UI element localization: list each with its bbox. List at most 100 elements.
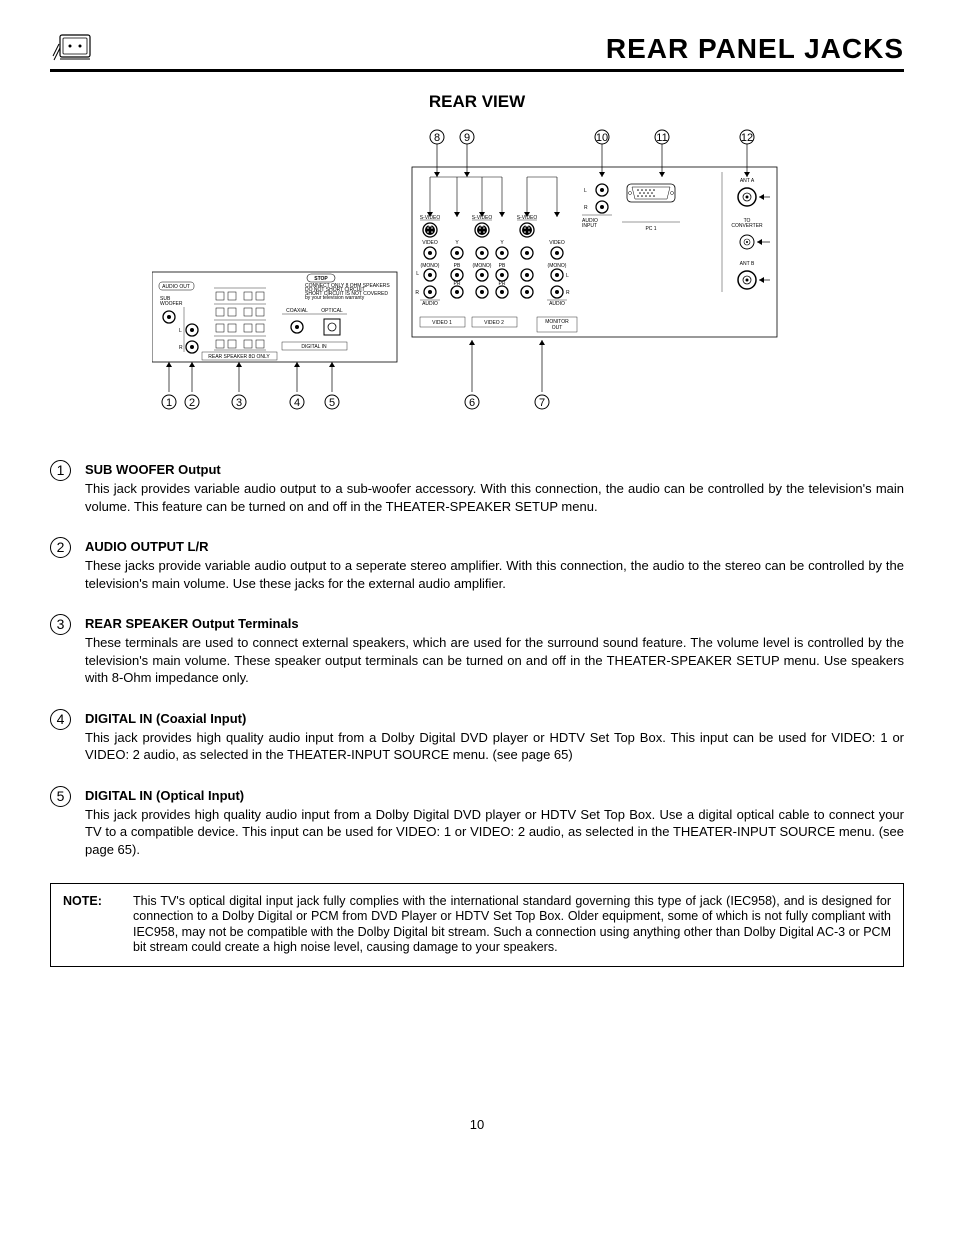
callout-9: 9	[460, 130, 474, 177]
svg-text:STOP: STOP	[314, 276, 328, 282]
svg-text:L: L	[179, 328, 182, 334]
page-header: REAR PANEL JACKS	[50, 30, 904, 72]
audio-input-lr: L R AUDIO INPUT	[582, 184, 612, 229]
entry-body: These jacks provide variable audio outpu…	[85, 557, 904, 592]
video2-column: S-VIDEO Y (MONO) PB PR	[472, 215, 508, 298]
callout-7: 7	[535, 340, 549, 409]
svg-text:AUDIO: AUDIO	[422, 301, 438, 307]
svg-text:2: 2	[189, 397, 195, 409]
callout-6: 6	[465, 340, 479, 409]
entry-title: DIGITAL IN (Optical Input)	[85, 788, 904, 803]
svg-text:WOOFER: WOOFER	[160, 301, 183, 307]
callout-4: 4	[290, 362, 304, 409]
entry-title: SUB WOOFER Output	[85, 462, 904, 477]
svg-text:R: R	[566, 290, 570, 296]
note-body: This TV's optical digital input jack ful…	[133, 894, 891, 957]
svg-text:VIDEO 2: VIDEO 2	[484, 320, 504, 326]
entry-number: 2	[50, 537, 71, 558]
svg-text:OUT: OUT	[552, 325, 563, 331]
svg-text:ANT B: ANT B	[740, 261, 755, 267]
svg-text:12: 12	[741, 132, 753, 144]
svg-text:VIDEO 1: VIDEO 1	[432, 320, 452, 326]
svg-text:by your television warranty: by your television warranty	[305, 295, 365, 301]
svg-text:11: 11	[656, 132, 667, 144]
svg-text:CONVERTER: CONVERTER	[731, 223, 763, 229]
svg-text:REAR SPEAKER 8Ω ONLY: REAR SPEAKER 8Ω ONLY	[208, 354, 270, 360]
jack-descriptions: 1 SUB WOOFER Output This jack provides v…	[50, 462, 904, 859]
svg-text:7: 7	[539, 397, 545, 409]
callout-10: 10	[595, 130, 609, 177]
svg-text:ANT A: ANT A	[740, 178, 755, 184]
rear-view-title: REAR VIEW	[50, 92, 904, 112]
video1-column: S-VIDEO VIDEO (MONO) L R AUDIO	[415, 215, 440, 307]
pc-connector: PC 1	[622, 184, 680, 232]
svg-text:6: 6	[469, 397, 475, 409]
entry-1: 1 SUB WOOFER Output This jack provides v…	[50, 462, 904, 515]
note-label: NOTE:	[63, 894, 133, 957]
svg-text:PB: PB	[454, 263, 461, 269]
component1-column: Y PB PR	[451, 240, 463, 298]
callout-3: 3	[232, 362, 246, 409]
antenna-block: ANT A TO CONVERTER ANT B	[722, 172, 770, 292]
svg-text:VIDEO: VIDEO	[549, 240, 565, 246]
svg-text:AUDIO OUT: AUDIO OUT	[162, 284, 190, 290]
svg-text:VIDEO: VIDEO	[422, 240, 438, 246]
entry-number: 1	[50, 460, 71, 481]
callout-12: 12	[740, 130, 754, 177]
svg-text:9: 9	[464, 132, 470, 144]
svg-text:AUDIO: AUDIO	[549, 301, 565, 307]
callout-1: 1	[162, 362, 176, 409]
svg-text:L: L	[566, 273, 569, 279]
page-number: 10	[50, 1117, 904, 1132]
svg-text:R: R	[415, 290, 419, 296]
svg-text:L: L	[584, 188, 587, 194]
svg-text:Y: Y	[500, 240, 504, 246]
callout-8: 8	[430, 130, 444, 177]
entry-title: REAR SPEAKER Output Terminals	[85, 616, 904, 631]
svg-text:8: 8	[434, 132, 440, 144]
svg-text:PB: PB	[499, 263, 506, 269]
svg-text:PR: PR	[499, 281, 506, 287]
entry-body: This jack provides high quality audio in…	[85, 806, 904, 859]
page-title: REAR PANEL JACKS	[606, 33, 904, 65]
svg-text:DIGITAL IN: DIGITAL IN	[301, 344, 327, 350]
entry-body: These terminals are used to connect exte…	[85, 634, 904, 687]
page: REAR PANEL JACKS REAR VIEW 8 9 10 11 12 …	[0, 0, 954, 1162]
entry-5: 5 DIGITAL IN (Optical Input) This jack p…	[50, 788, 904, 859]
svg-text:R: R	[179, 345, 183, 351]
svg-text:10: 10	[596, 132, 608, 144]
svg-text:OPTICAL: OPTICAL	[321, 308, 343, 314]
svg-text:5: 5	[329, 397, 335, 409]
svg-text:(MONO): (MONO)	[473, 263, 492, 269]
rear-speaker-terminals: REAR SPEAKER 8Ω ONLY	[202, 288, 277, 360]
header-icon	[50, 30, 95, 65]
callout-11: 11	[655, 130, 669, 177]
svg-text:4: 4	[294, 397, 300, 409]
entry-body: This jack provides high quality audio in…	[85, 729, 904, 764]
entry-number: 4	[50, 709, 71, 730]
svg-text:INPUT: INPUT	[582, 223, 597, 229]
stop-label: STOP CONNECT ONLY 8 OHM SPEAKERS DO NOT …	[305, 274, 390, 301]
entry-title: AUDIO OUTPUT L/R	[85, 539, 904, 554]
svg-text:R: R	[584, 205, 588, 211]
entry-title: DIGITAL IN (Coaxial Input)	[85, 711, 904, 726]
svg-text:(MONO): (MONO)	[421, 263, 440, 269]
svg-text:(MONO): (MONO)	[548, 263, 567, 269]
entry-4: 4 DIGITAL IN (Coaxial Input) This jack p…	[50, 711, 904, 764]
monitor-out-column: S-VIDEO VIDEO (MONO) L R AUDIO	[517, 215, 570, 307]
callout-2: 2	[185, 362, 199, 409]
entry-body: This jack provides variable audio output…	[85, 480, 904, 515]
svg-text:L: L	[416, 271, 419, 277]
audio-out-block: AUDIO OUT SUB WOOFER L R	[159, 282, 198, 353]
entry-3: 3 REAR SPEAKER Output Terminals These te…	[50, 616, 904, 687]
svg-text:1: 1	[166, 397, 172, 409]
rear-panel-diagram: 8 9 10 11 12 L R AUDIO INPUT	[50, 122, 904, 442]
svg-text:COAXIAL: COAXIAL	[286, 308, 308, 314]
svg-text:PC 1: PC 1	[645, 226, 656, 232]
digital-in-block: COAXIAL OPTICAL DIGITAL IN	[282, 308, 347, 350]
callout-5: 5	[325, 362, 339, 409]
entry-number: 5	[50, 786, 71, 807]
svg-text:3: 3	[236, 397, 242, 409]
entry-number: 3	[50, 614, 71, 635]
note-box: NOTE: This TV's optical digital input ja…	[50, 883, 904, 968]
